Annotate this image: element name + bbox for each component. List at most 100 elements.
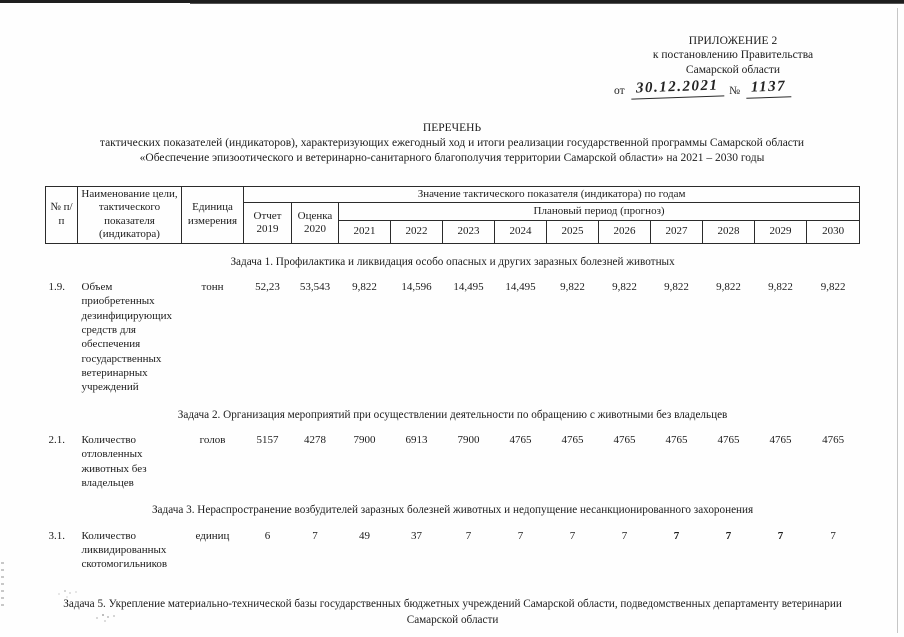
header-year-2024: 2024 xyxy=(494,219,547,244)
value-2025: 4765 xyxy=(561,434,584,447)
value-2027: 9,822 xyxy=(664,281,689,294)
value-2024: 7 xyxy=(517,529,524,542)
estimate-label: Оценка xyxy=(297,209,333,222)
value-2019: 5157 xyxy=(256,434,279,447)
value-2028: 9,822 xyxy=(716,281,741,294)
report-year: 2019 xyxy=(256,223,279,236)
value-2019: 52,23 xyxy=(255,281,280,294)
value-2026: 9,822 xyxy=(612,281,637,294)
row-unit: тонн xyxy=(201,281,224,294)
value-2022: 37 xyxy=(411,529,422,542)
value-2024: 14,495 xyxy=(505,281,536,294)
title-line-3: «Обеспечение эпизоотического и ветеринар… xyxy=(139,151,765,164)
value-2021: 49 xyxy=(359,529,370,542)
section-5-title: Задача 5. Укрепление материально-техниче… xyxy=(63,597,842,626)
indicators-table: № п/п Наименование цели, тактического по… xyxy=(45,185,861,637)
header-year-2022: 2022 xyxy=(390,219,443,244)
header-year-2021: 2021 xyxy=(338,219,391,244)
header-unit: Единица измерения xyxy=(181,186,244,244)
appendix-line-1: ПРИЛОЖЕНИЕ 2 xyxy=(688,35,778,47)
value-2030: 9,822 xyxy=(820,281,846,294)
table-row: 2.1. Количество отловленных животных без… xyxy=(46,431,860,492)
appendix-line-2: к постановлению Правительства xyxy=(652,49,814,62)
value-2029: 9,822 xyxy=(768,281,793,294)
table-body: Задача 1. Профилактика и ликвидация особ… xyxy=(46,243,860,637)
value-2029: 4765 xyxy=(769,434,792,447)
section-2-title: Задача 2. Организация мероприятий при ос… xyxy=(177,408,728,421)
row-num: 1.9. xyxy=(48,281,66,294)
header-year-2029: 2029 xyxy=(754,219,807,244)
value-2028: 4765 xyxy=(717,434,740,447)
section-title-row: Задача 1. Профилактика и ликвидация особ… xyxy=(46,243,860,278)
section-title-row: Задача 5. Укрепление материально-техниче… xyxy=(46,574,860,637)
value-2024: 4765 xyxy=(509,434,532,447)
scan-speck xyxy=(64,590,66,592)
value-2023: 7900 xyxy=(457,434,480,447)
handwritten-date: 30.12.2021 xyxy=(630,76,724,100)
table-row: 1.9. Объем приобретенных дезинфицирующих… xyxy=(46,278,860,396)
value-2026: 4765 xyxy=(613,434,636,447)
value-2030: 7 xyxy=(830,529,836,542)
estimate-year: 2020 xyxy=(304,223,326,236)
scan-edge-top xyxy=(0,0,904,3)
section-1-title: Задача 1. Профилактика и ликвидация особ… xyxy=(230,255,675,268)
value-2028: 7 xyxy=(725,529,732,542)
value-2020: 7 xyxy=(312,529,318,542)
header-report-2019: Отчет 2019 xyxy=(243,202,292,244)
scan-speck xyxy=(102,614,104,616)
header-year-2026: 2026 xyxy=(598,219,651,244)
header-name: Наименование цели, тактического показате… xyxy=(77,186,182,244)
scan-edge-top-shadow xyxy=(190,3,904,4)
value-2027: 4765 xyxy=(665,434,688,447)
value-2020: 4278 xyxy=(304,434,326,447)
value-2021: 9,822 xyxy=(352,281,377,294)
header-year-2030: 2030 xyxy=(805,219,861,244)
appendix-date-line: от 30.12.2021 № 1137 xyxy=(604,76,862,100)
row-num: 3.1. xyxy=(48,529,66,542)
table-header: № п/п Наименование цели, тактического по… xyxy=(45,185,861,244)
header-year-2027: 2027 xyxy=(650,219,703,244)
value-2025: 7 xyxy=(569,529,576,542)
value-2029: 7 xyxy=(777,529,784,542)
number-prefix: № xyxy=(729,84,741,97)
value-2022: 6913 xyxy=(405,434,428,447)
value-2025: 9,822 xyxy=(560,281,585,294)
appendix-line-3: Самарской области xyxy=(685,63,781,76)
row-name: Количество отловленных животных без влад… xyxy=(81,434,147,490)
row-unit: голов xyxy=(199,434,226,447)
header-estimate-2020: Оценка 2020 xyxy=(291,202,339,244)
row-unit: единиц xyxy=(195,529,230,542)
scan-noise-left xyxy=(1,562,4,610)
value-2022: 14,596 xyxy=(401,281,432,294)
document-title: ПЕРЕЧЕНЬ тактических показателей (индика… xyxy=(0,121,904,166)
row-name: Количество ликвидированных скотомогильни… xyxy=(81,529,168,571)
indicators-table-wrap: № п/п Наименование цели, тактического по… xyxy=(45,185,861,637)
title-line-1: ПЕРЕЧЕНЬ xyxy=(422,122,482,134)
section-3-title: Задача 3. Нераспространение возбудителей… xyxy=(151,504,754,517)
value-2023: 7 xyxy=(465,529,472,542)
value-2020: 53,543 xyxy=(299,281,331,294)
value-2019: 6 xyxy=(264,529,271,542)
handwritten-number: 1137 xyxy=(745,77,792,99)
header-year-2023: 2023 xyxy=(442,219,495,244)
value-2021: 7900 xyxy=(353,434,376,447)
header-values-title: Значение тактического показателя (индика… xyxy=(242,185,861,204)
value-2026: 7 xyxy=(621,529,628,542)
header-plan-title: Плановый период (прогноз) xyxy=(337,202,861,221)
section-title-row: Задача 3. Нераспространение возбудителей… xyxy=(46,492,860,527)
row-name: Объем приобретенных дезинфицирующих сред… xyxy=(81,281,172,394)
table-row: 3.1. Количество ликвидированных скотомог… xyxy=(46,527,860,574)
value-2023: 14,495 xyxy=(453,281,484,294)
scan-line-right xyxy=(897,8,898,633)
row-num: 2.1. xyxy=(48,434,66,447)
value-2027: 7 xyxy=(673,529,680,542)
title-line-2: тактических показателей (индикаторов), х… xyxy=(99,136,805,149)
report-label: Отчет xyxy=(253,209,282,222)
section-title-row: Задача 2. Организация мероприятий при ос… xyxy=(46,397,860,432)
value-2030: 4765 xyxy=(822,434,845,447)
header-year-2025: 2025 xyxy=(546,219,599,244)
header-num: № п/п xyxy=(45,186,78,244)
appendix-block: ПРИЛОЖЕНИЕ 2 к постановлению Правительст… xyxy=(604,34,862,100)
date-prefix: от xyxy=(614,84,625,97)
